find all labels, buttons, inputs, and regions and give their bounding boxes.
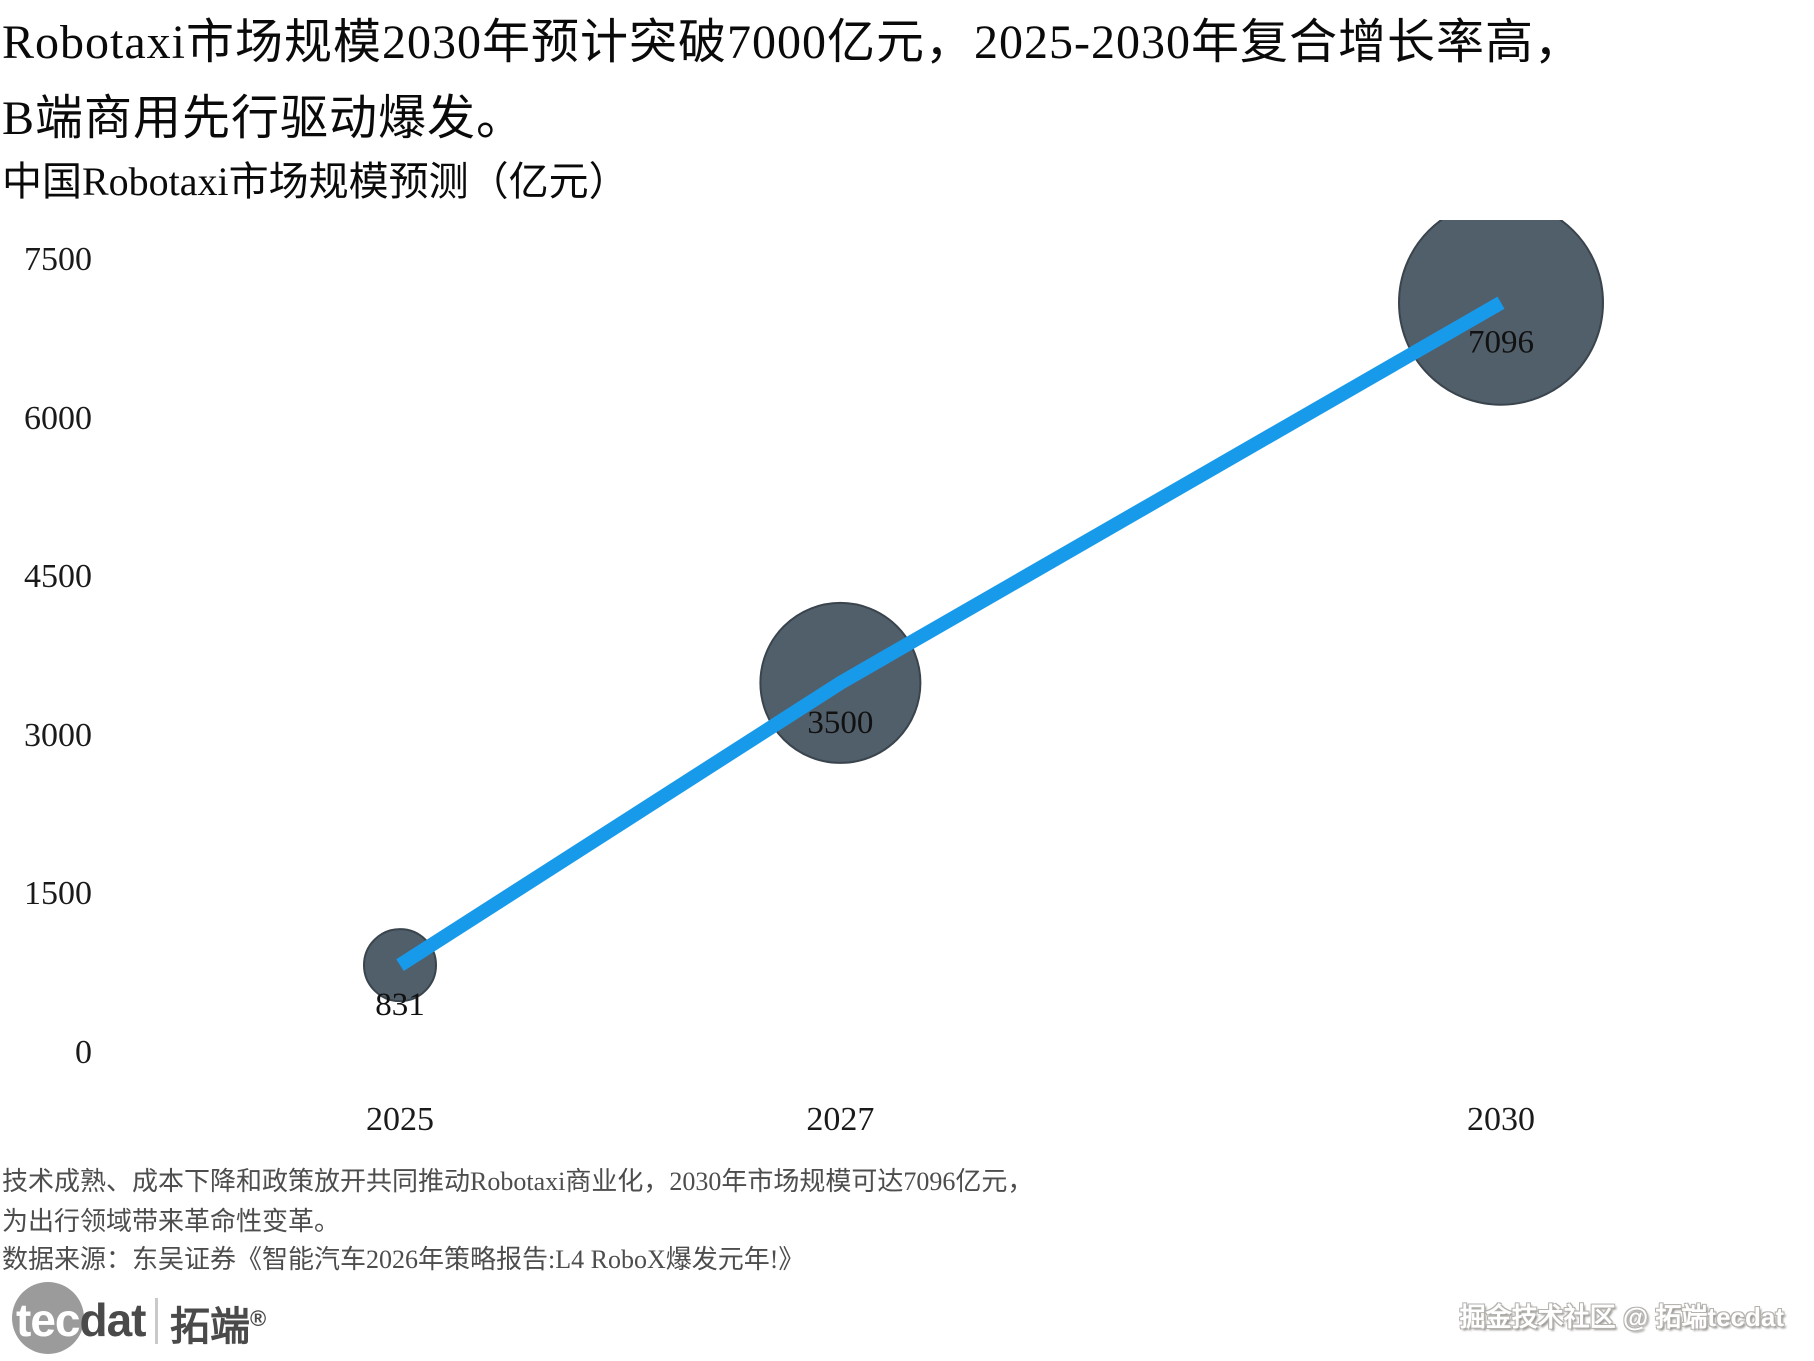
chart-title: 中国Robotaxi市场规模预测（亿元） [2,159,629,204]
x-tick-label: 2030 [1467,1101,1535,1138]
bubble-chart-svg: 831 3500 7096 [363,220,1604,1023]
logo-divider [155,1298,158,1344]
x-tick-label: 2027 [806,1101,875,1138]
logo-circle-icon [12,1282,84,1354]
tecdat-logo: tecdat 拓端® [12,1282,352,1356]
bubble-value-label: 3500 [807,705,873,741]
trend-line [396,296,1505,972]
logo-text-cn: 拓端® [170,1305,267,1349]
logo-text-tec: tec [16,1294,80,1346]
logo-text-dat: dat [79,1294,146,1346]
footer-note-line1: 技术成熟、成本下降和政策放开共同推动Robotaxi商业化，2030年市场规模可… [2,1167,1034,1196]
y-tick-label: 4500 [24,558,92,596]
logo-wordmark: tecdat [16,1282,146,1354]
registered-mark-icon: ® [250,1306,267,1331]
footer-note-line2: 为出行领域带来革命性变革。 [2,1207,341,1236]
bubble-value-label: 7096 [1468,325,1534,361]
data-source-text: 数据来源：东吴证券《智能汽车2026年策略报告:L4 RoboX爆发元年!》 [2,1245,805,1274]
y-tick-label: 0 [75,1034,92,1071]
bubble-2030 [1398,220,1604,406]
y-tick-label: 6000 [24,399,92,437]
bubble-value-label: 831 [375,987,425,1023]
y-tick-label: 3000 [24,716,92,754]
y-tick-label: 1500 [24,875,92,913]
headline-line2: B端商用先行驱动爆发。 [2,92,526,145]
watermark-text: 掘金技术社区 @ 拓端tecdat [1459,1302,1784,1332]
x-tick-label: 2025 [366,1101,434,1138]
headline-line1: Robotaxi市场规模2030年预计突破7000亿元，2025-2030年复合… [2,16,1583,69]
y-tick-label: 7500 [24,241,92,278]
